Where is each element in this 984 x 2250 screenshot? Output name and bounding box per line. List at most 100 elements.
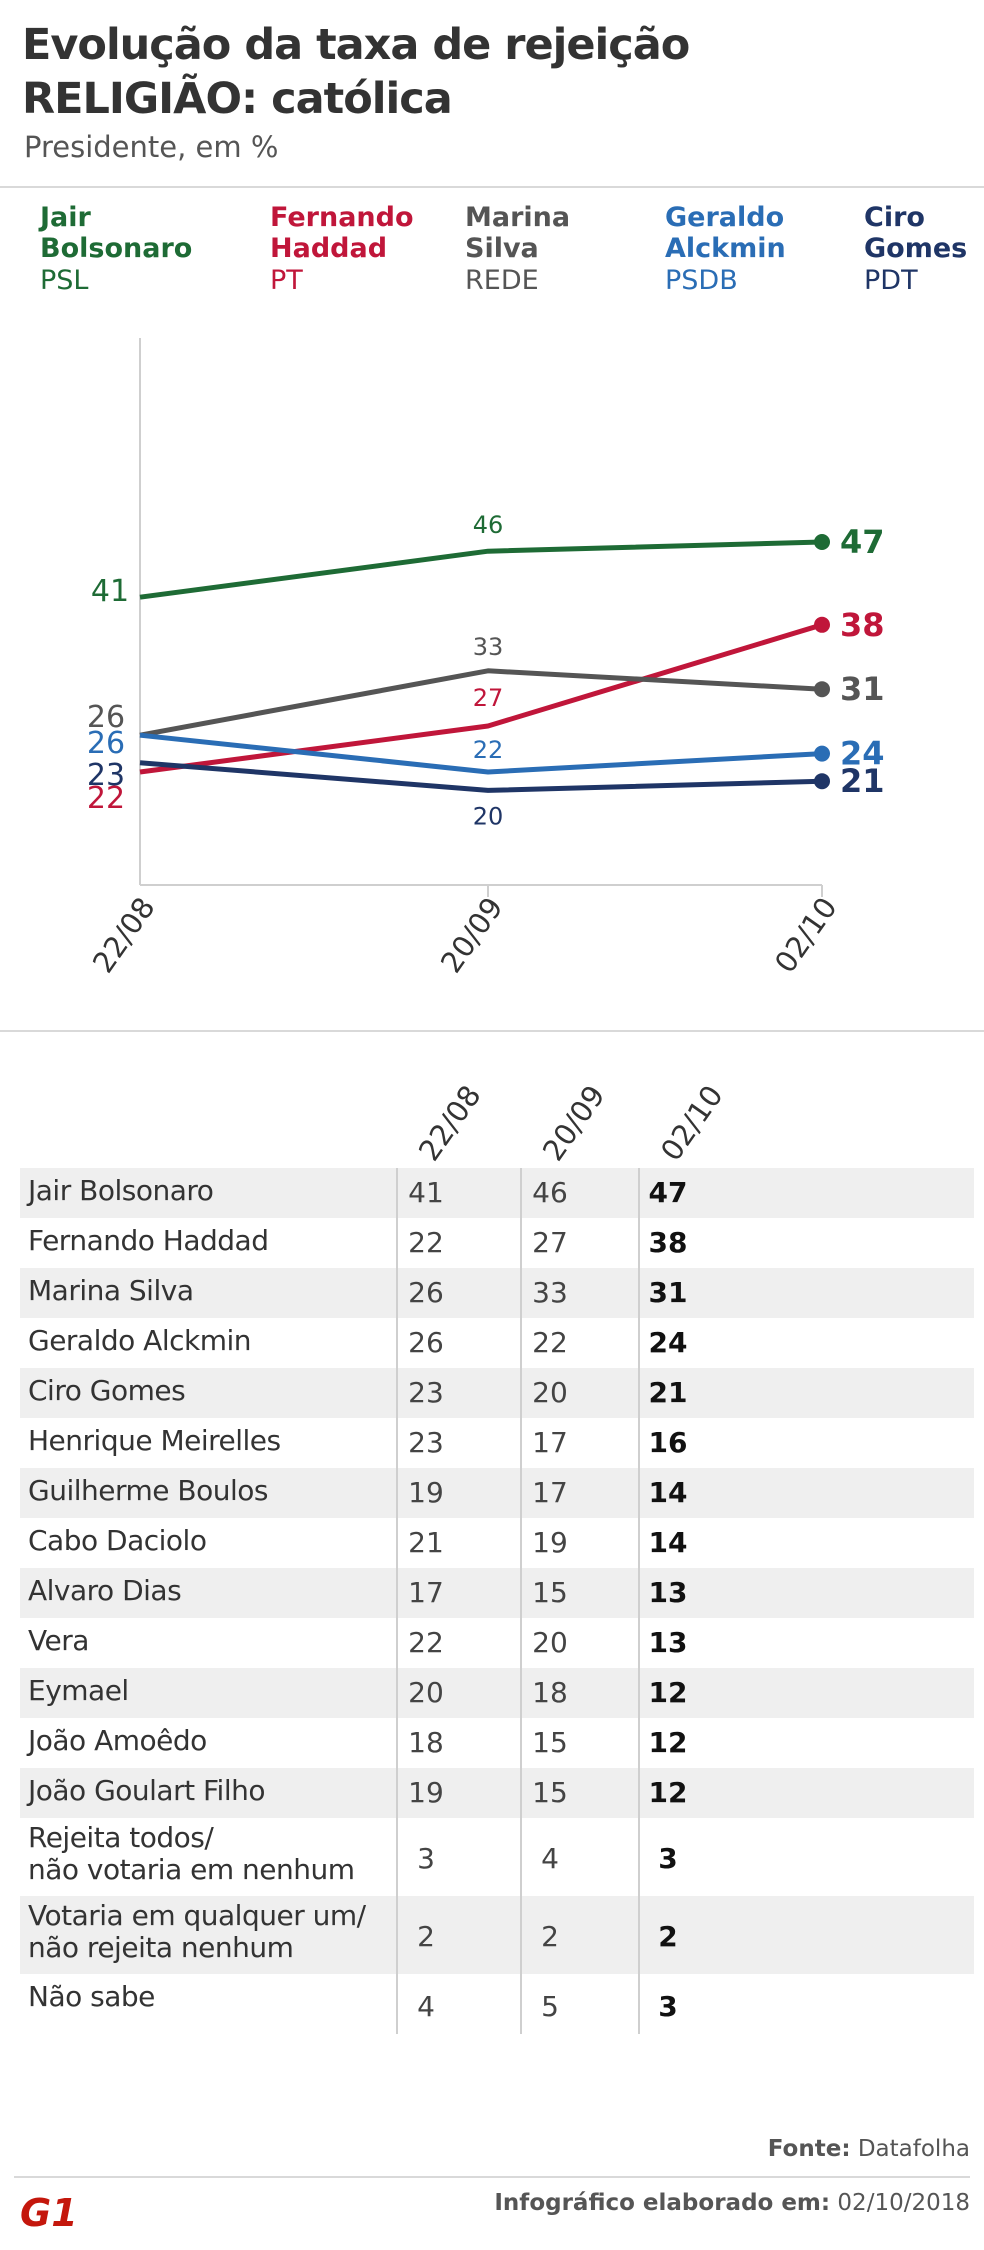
series-end-point-2 [814, 681, 830, 698]
table-row: Não sabe 4 5 3 [20, 1974, 974, 2024]
row-value: 47 [648, 1176, 688, 1209]
row-label: Votaria em qualquer um/ não rejeita nenh… [28, 1899, 366, 1964]
source-note: Fonte: Datafolha [768, 2136, 970, 2162]
legend-item-ciro: Ciro Gomes PDT [864, 202, 967, 296]
table-column-divider [638, 1168, 640, 2034]
legend-name: Marina [465, 202, 571, 233]
row-value: 22 [532, 1326, 568, 1359]
table-row: Marina Silva 26 33 31 [20, 1268, 974, 1318]
legend-item-alckmin: Geraldo Alckmin PSDB [665, 202, 786, 296]
row-value: 12 [648, 1726, 688, 1759]
data-label-end: 31 [840, 670, 885, 708]
series-line-3 [139, 732, 823, 775]
series-end-point-0 [814, 534, 830, 550]
header-divider [0, 186, 984, 188]
row-value: 15 [532, 1726, 568, 1759]
series-line-4 [139, 760, 823, 793]
row-value: 3 [658, 1842, 678, 1875]
table-row: Guilherme Boulos 19 17 14 [20, 1468, 974, 1518]
legend-item-haddad: Fernando Haddad PT [270, 202, 414, 296]
row-value: 15 [532, 1776, 568, 1809]
table-row: Eymael 20 18 12 [20, 1668, 974, 1718]
legend-name: Fernando [270, 202, 414, 233]
table-row: João Goulart Filho 19 15 12 [20, 1768, 974, 1818]
legend-name: Geraldo [665, 202, 785, 233]
row-value: 33 [532, 1276, 568, 1309]
row-value: 3 [417, 1842, 435, 1875]
legend-name: Jair [40, 202, 91, 233]
footer-divider [14, 2176, 970, 2178]
row-value: 38 [648, 1226, 688, 1259]
legend-item-bolsonaro: Jair Bolsonaro PSL [40, 202, 192, 296]
data-label-end: 38 [840, 606, 885, 644]
data-label-start: 23 [87, 758, 125, 793]
row-value: 17 [408, 1576, 444, 1609]
credit-note: Infográfico elaborado em: 02/10/2018 [494, 2190, 970, 2216]
row-value: 2 [658, 1920, 678, 1953]
legend-name: Silva [465, 233, 539, 264]
row-value: 26 [408, 1276, 444, 1309]
legend-party: PSL [40, 265, 89, 296]
row-value: 19 [408, 1776, 444, 1809]
data-label-end: 21 [840, 762, 885, 800]
legend-name: Haddad [270, 233, 388, 264]
row-value: 13 [648, 1626, 688, 1659]
row-label: Não sabe [28, 1980, 155, 2013]
row-label: Vera [28, 1624, 89, 1657]
row-value: 22 [408, 1226, 444, 1259]
data-label-start: 26 [87, 726, 125, 761]
table-row: Geraldo Alckmin 26 22 24 [20, 1318, 974, 1368]
row-value: 5 [541, 1990, 559, 2023]
series-end-point-1 [814, 616, 830, 633]
row-label: Ciro Gomes [28, 1374, 186, 1407]
row-value: 3 [658, 1990, 678, 2023]
row-label: Cabo Daciolo [28, 1524, 207, 1557]
row-value: 15 [532, 1576, 568, 1609]
series-line-0 [139, 539, 823, 600]
g1-logo: G1 [20, 2191, 78, 2232]
page-title: Evolução da taxa de rejeição RELIGIÃO: c… [22, 18, 962, 126]
legend-name: Alckmin [665, 233, 786, 264]
data-label-start: 41 [91, 574, 129, 609]
row-label: Guilherme Boulos [28, 1474, 268, 1507]
row-label: Geraldo Alckmin [28, 1324, 252, 1357]
row-value: 18 [532, 1676, 568, 1709]
row-value: 23 [408, 1426, 444, 1459]
row-label: Fernando Haddad [28, 1224, 269, 1257]
legend-party: PT [270, 265, 303, 296]
row-value: 21 [648, 1376, 688, 1409]
row-value: 12 [648, 1676, 688, 1709]
series-end-point-3 [814, 745, 830, 762]
row-label: Henrique Meirelles [28, 1424, 281, 1457]
row-value: 21 [408, 1526, 444, 1559]
row-value: 24 [648, 1326, 688, 1359]
legend-party: REDE [465, 265, 539, 296]
row-value: 27 [532, 1226, 568, 1259]
data-label-start: 26 [87, 700, 125, 735]
row-value: 20 [532, 1376, 568, 1409]
line-chart: 41 46 47 22 27 38 26 33 31 26 22 24 23 20 21 22/08 20/0… [0, 320, 984, 1020]
credit-date: 02/10/2018 [837, 2190, 970, 2216]
row-value: 4 [417, 1990, 435, 2023]
row-value: 17 [532, 1476, 568, 1509]
data-label-mid: 33 [473, 633, 504, 661]
table-row: Cabo Daciolo 21 19 14 [20, 1518, 974, 1568]
row-value: 31 [648, 1276, 688, 1309]
row-value: 14 [648, 1526, 688, 1559]
table-row: Fernando Haddad 22 27 38 [20, 1218, 974, 1268]
row-value: 46 [532, 1176, 568, 1209]
row-label: Alvaro Dias [28, 1574, 182, 1607]
legend-party: PDT [864, 265, 918, 296]
credit-label: Infográfico elaborado em: [494, 2190, 831, 2216]
table-row: Vera 22 20 13 [20, 1618, 974, 1668]
row-label: Marina Silva [28, 1274, 194, 1307]
table-column-divider [520, 1168, 522, 2034]
source-value: Datafolha [857, 2136, 970, 2162]
title-line-1: Evolução da taxa de rejeição [22, 20, 690, 70]
chart-legend: Jair Bolsonaro PSL Fernando Haddad PT Ma… [0, 202, 984, 312]
title-line-2: RELIGIÃO: católica [22, 74, 453, 124]
table-column-header: 22/08 [411, 1079, 488, 1167]
row-label: Jair Bolsonaro [28, 1174, 214, 1207]
page-subtitle: Presidente, em % [24, 130, 279, 164]
row-label: Eymael [28, 1674, 129, 1707]
